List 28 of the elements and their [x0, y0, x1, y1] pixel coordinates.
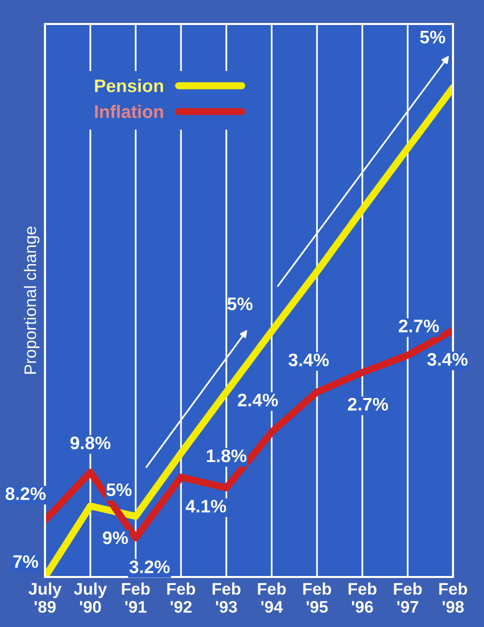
annotation: 5%	[106, 483, 132, 496]
x-tick-label: Feb '95	[303, 582, 332, 613]
y-axis-title: Proportional change	[24, 226, 40, 374]
annotation: 1.8%	[206, 449, 246, 462]
x-tick-label: July '89	[28, 582, 62, 613]
x-tick-label: Feb '94	[258, 582, 286, 613]
x-tick-label: Feb '96	[348, 582, 376, 613]
annotation: 9.8%	[70, 436, 110, 450]
x-tick-label: July '90	[74, 582, 107, 613]
x-tick-label: Feb '93	[212, 582, 240, 613]
annotation: 3.2%	[129, 560, 170, 574]
x-tick-label: Feb '98	[439, 582, 468, 613]
annotation: 3.4%	[427, 352, 468, 366]
annotation: 3.4%	[288, 354, 329, 366]
annotation: 8.2%	[6, 487, 46, 500]
legend-label: Pension	[95, 78, 163, 92]
x-tick-label: Feb '97	[394, 582, 422, 613]
annotation: 5%	[227, 298, 253, 310]
annotation: 2.7%	[398, 320, 439, 332]
annotation: 4.1%	[186, 500, 226, 513]
annotation: 7%	[13, 555, 38, 568]
annotation: 2.4%	[238, 394, 278, 406]
text: 5%	[420, 30, 446, 44]
legend-label: Inflation	[95, 104, 164, 118]
x-tick-label: Feb '92	[167, 582, 196, 613]
x-tick-label: Feb '91	[122, 582, 150, 613]
annotation: 9%	[102, 531, 128, 544]
annotation: 2.7%	[348, 398, 388, 411]
